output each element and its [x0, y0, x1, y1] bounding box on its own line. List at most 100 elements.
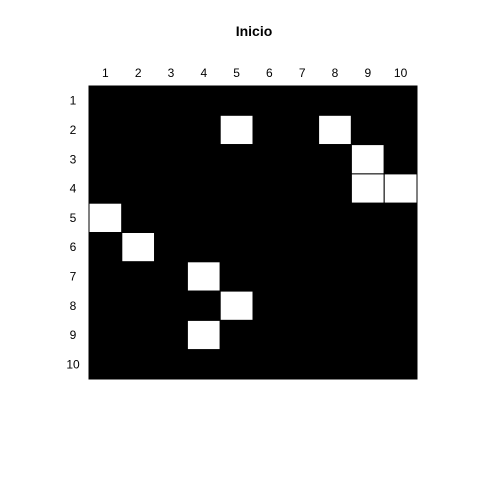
x-tick-label-6: 6: [266, 66, 273, 80]
heatmap-cell-r5-c9: [350, 202, 385, 233]
heatmap-cell-r7-c7: [285, 261, 320, 292]
heatmap-cell-r6-c3: [154, 232, 188, 263]
heatmap-cell-r10-c7: [285, 349, 320, 380]
heatmap-cell-r4-c5: [219, 173, 254, 204]
heatmap-cell-r10-c4: [186, 349, 221, 380]
heatmap-cell-r10-c3: [154, 349, 188, 380]
y-tick-label-3: 3: [70, 152, 77, 166]
y-tick-label-5: 5: [70, 211, 77, 225]
heatmap-cell-r1-c10: [383, 85, 418, 116]
heatmap-cell-r8-c4: [186, 290, 221, 321]
heatmap-cell-r1-c3: [154, 85, 188, 116]
x-tick-label-1: 1: [102, 66, 109, 80]
heatmap-cell-r9-c9: [350, 319, 385, 351]
heatmap-cell-r8-c9: [350, 290, 385, 321]
heatmap-cell-r10-c8: [318, 349, 352, 380]
heatmap-cell-r9-c6: [252, 319, 287, 351]
heatmap-cell-r10-c10: [383, 349, 418, 380]
heatmap-cell-r6-c8: [318, 232, 352, 263]
heatmap-cell-r2-c3: [154, 114, 188, 146]
heatmap-cell-r6-c5: [219, 232, 254, 263]
heatmap-cell-r10-c5: [219, 349, 254, 380]
heatmap-cell-r2-c2: [121, 114, 156, 146]
heatmap-cell-r8-c5: [219, 290, 254, 321]
x-tick-label-4: 4: [200, 66, 207, 80]
heatmap-cell-r4-c4: [186, 173, 221, 204]
heatmap-cell-r7-c10: [383, 261, 418, 292]
heatmap-cell-r1-c8: [318, 85, 352, 116]
heatmap-cell-r5-c4: [186, 202, 221, 233]
heatmap-cell-r4-c8: [318, 173, 352, 204]
x-tick-label-5: 5: [233, 66, 240, 80]
heatmap-cell-r9-c8: [318, 319, 352, 351]
heatmap-cell-r4-c2: [121, 173, 156, 204]
heatmap-cell-r6-c7: [285, 232, 320, 263]
heatmap-cell-r5-c5: [219, 202, 254, 233]
heatmap-cell-r6-c9: [350, 232, 385, 263]
y-tick-label-2: 2: [70, 123, 77, 137]
x-tick-label-2: 2: [135, 66, 142, 80]
heatmap-cell-r7-c3: [154, 261, 188, 292]
heatmap-cell-r5-c7: [285, 202, 320, 233]
heatmap-cell-r5-c2: [121, 202, 156, 233]
heatmap-cell-r4-c7: [285, 173, 320, 204]
heatmap-cell-r3-c9: [350, 144, 385, 175]
heatmap-cell-r1-c6: [252, 85, 287, 116]
y-tick-label-4: 4: [70, 182, 77, 196]
heatmap-cell-r3-c4: [186, 144, 221, 175]
heatmap-cell-r5-c6: [252, 202, 287, 233]
heatmap-cell-r1-c1: [88, 85, 123, 116]
heatmap-cell-r7-c4: [186, 261, 221, 292]
heatmap-cell-r3-c3: [154, 144, 188, 175]
y-axis-tick-labels: 1 2 3 4 5 6 7 8 9 10: [66, 94, 80, 372]
heatmap-cell-r8-c2: [121, 290, 156, 321]
heatmap-cell-r3-c7: [285, 144, 320, 175]
heatmap-cell-r2-c4: [186, 114, 221, 146]
heatmap-cell-r9-c7: [285, 319, 320, 351]
heatmap-cell-r7-c5: [219, 261, 254, 292]
heatmap-cell-r9-c3: [154, 319, 188, 351]
heatmap-cell-r5-c1: [88, 202, 123, 233]
heatmap-cell-r2-c8: [318, 114, 352, 146]
heatmap-cell-r3-c10: [383, 144, 418, 175]
heatmap-cell-r2-c10: [383, 114, 418, 146]
heatmap-cell-r8-c10: [383, 290, 418, 321]
heatmap-cell-r8-c3: [154, 290, 188, 321]
heatmap-cell-r10-c1: [88, 349, 123, 380]
x-tick-label-8: 8: [332, 66, 339, 80]
y-tick-label-6: 6: [70, 240, 77, 254]
heatmap-cell-r8-c6: [252, 290, 287, 321]
heatmap-cell-r3-c1: [88, 144, 123, 175]
heatmap-cell-r3-c6: [252, 144, 287, 175]
heatmap-cell-r3-c2: [121, 144, 156, 175]
y-tick-label-9: 9: [70, 328, 77, 342]
heatmap-cell-r3-c8: [318, 144, 352, 175]
heatmap-cell-r7-c6: [252, 261, 287, 292]
x-tick-label-7: 7: [299, 66, 306, 80]
heatmap-cell-r3-c5: [219, 144, 254, 175]
heatmap-cell-r10-c6: [252, 349, 287, 380]
heatmap-cell-r4-c1: [88, 173, 123, 204]
chart-title: Inicio: [236, 23, 273, 39]
heatmap-cell-r2-c9: [350, 114, 385, 146]
heatmap-cell-r6-c1: [88, 232, 123, 263]
heatmap-cell-r8-c8: [318, 290, 352, 321]
y-tick-label-7: 7: [70, 269, 77, 283]
heatmap-cell-r6-c6: [252, 232, 287, 263]
heatmap-cell-r9-c4: [186, 319, 221, 351]
y-tick-label-10: 10: [66, 357, 80, 371]
heatmap-cell-r9-c5: [219, 319, 254, 351]
heatmap-cell-r6-c4: [186, 232, 221, 263]
heatmap-cell-r5-c3: [154, 202, 188, 233]
heatmap-cell-r9-c2: [121, 319, 156, 351]
heatmap-cell-r7-c8: [318, 261, 352, 292]
heatmap-cell-r1-c7: [285, 85, 320, 116]
heatmap-cell-r6-c2: [121, 232, 156, 263]
heatmap-cell-r2-c5: [219, 114, 254, 146]
heatmap-cell-r2-c6: [252, 114, 287, 146]
heatmap-cell-r7-c9: [350, 261, 385, 292]
heatmap-cell-r4-c10: [383, 173, 418, 204]
heatmap-cells: [88, 85, 418, 380]
x-tick-label-10: 10: [394, 66, 408, 80]
